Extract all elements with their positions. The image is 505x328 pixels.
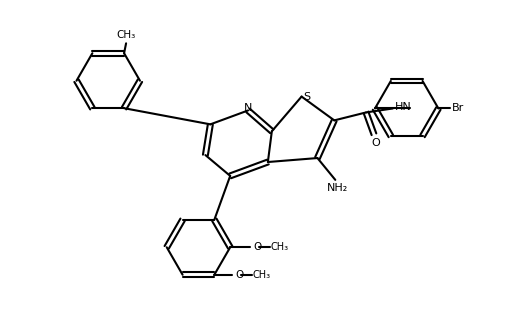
- Text: NH₂: NH₂: [327, 183, 348, 193]
- Text: CH₃: CH₃: [117, 31, 136, 40]
- Text: Br: Br: [452, 103, 465, 113]
- Text: N: N: [244, 103, 252, 113]
- Text: CH₃: CH₃: [253, 270, 271, 280]
- Text: O: O: [372, 138, 380, 148]
- Text: O: O: [253, 242, 261, 252]
- Text: O: O: [235, 270, 243, 280]
- Text: HN: HN: [395, 102, 412, 113]
- Text: S: S: [303, 92, 310, 102]
- Text: CH₃: CH₃: [271, 242, 289, 252]
